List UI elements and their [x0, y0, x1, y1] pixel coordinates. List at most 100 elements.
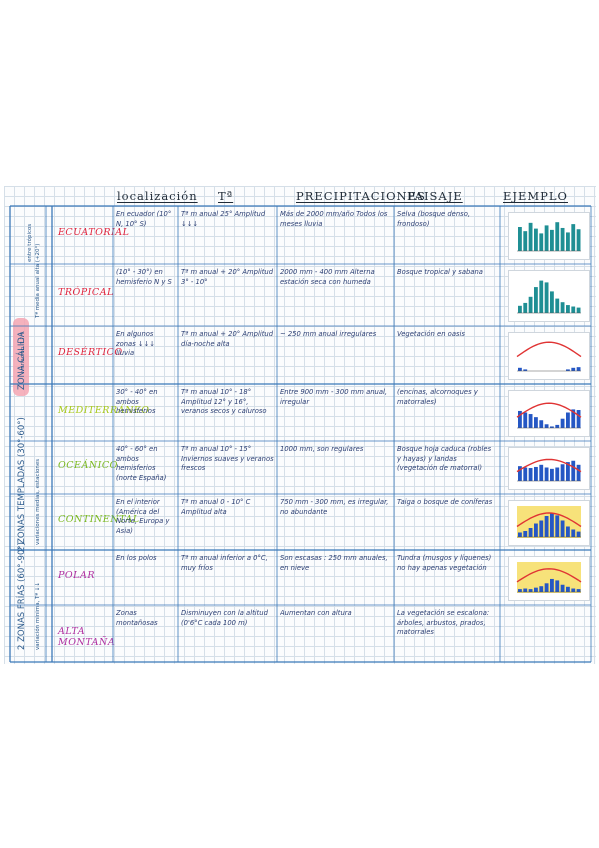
- cell-paisaje: Vegetación en oasis: [397, 330, 465, 338]
- precipitation-bar: [534, 523, 538, 537]
- example-climograph: [508, 556, 590, 601]
- zone-name: POLAR: [58, 569, 96, 581]
- climograph-svg: [517, 280, 581, 314]
- precipitation-bar: [576, 531, 581, 537]
- precipitation-bar: [560, 227, 565, 251]
- cell-paisaje: Taiga o bosque de coníferas: [397, 498, 493, 506]
- precipitation-bar: [539, 233, 544, 251]
- temperature-curve: [516, 568, 582, 583]
- precipitation-bar: [566, 412, 570, 428]
- cell-temperatura: Tª m anual 10° - 18° Amplitud 12° y 16°,…: [181, 388, 267, 415]
- precipitation-bar: [518, 466, 522, 481]
- precipitation-bar: [566, 369, 570, 371]
- precipitation-bar: [566, 586, 570, 592]
- chart-background: [517, 562, 581, 593]
- grid-paper: [4, 186, 596, 664]
- precipitation-bar: [544, 424, 549, 428]
- precipitation-bar: [571, 588, 576, 592]
- cell-temperatura: Tª m anual 0 - 10° C Amplitud alta: [181, 498, 251, 516]
- cell-localizacion: Zonas montañosas: [116, 609, 158, 627]
- precipitation-bar: [571, 306, 576, 313]
- precipitation-bar: [576, 464, 581, 481]
- temperature-curve: [516, 512, 582, 528]
- cell-localizacion: En ecuador (10° N, 10° S): [116, 210, 172, 228]
- precipitation-bar: [534, 587, 538, 592]
- precipitation-bar: [550, 578, 554, 592]
- precipitation-bar: [550, 229, 554, 251]
- example-climograph: [508, 212, 590, 260]
- cell-paisaje: (encinas, alcornoques y matorrales): [397, 388, 478, 406]
- cell-localizacion: 30° - 40° en ambos hemisferios: [116, 388, 158, 415]
- cell-localizacion: En el interior (América del Norte, Europ…: [116, 498, 170, 535]
- precipitation-bar: [566, 232, 570, 251]
- temperature-curve: [516, 341, 582, 358]
- temperature-curve: [516, 458, 582, 473]
- precipitation-bar: [518, 305, 522, 313]
- precipitation-bar: [544, 583, 549, 592]
- cell-paisaje: Tundra (musgos y líquenes) no hay apenas…: [397, 554, 492, 572]
- example-climograph: [508, 500, 590, 546]
- example-climograph: [508, 390, 590, 437]
- cell-temperatura: Tª m anual 10° - 15° Inviernos suaves y …: [181, 445, 274, 472]
- cell-paisaje: La vegetación se escalona: árboles, arbu…: [397, 609, 490, 636]
- precipitation-bar: [528, 296, 533, 313]
- zone-name: OCEÁNICO: [58, 459, 118, 471]
- precipitation-bar: [560, 464, 565, 481]
- zone-name: TRÓPICAL: [58, 287, 114, 298]
- precipitation-bar: [555, 222, 560, 251]
- precipitation-bar: [539, 420, 544, 428]
- precipitation-bar: [534, 466, 538, 481]
- zone-name: ECUATORIAL: [58, 227, 130, 238]
- temperature-curve: [516, 402, 582, 418]
- precipitation-bar: [518, 367, 522, 371]
- precipitation-bar: [518, 410, 522, 428]
- precipitation-bar: [544, 467, 549, 481]
- header-temperatura: Tª: [218, 189, 234, 203]
- cell-precipitaciones: Aumentan con altura: [280, 609, 352, 617]
- cell-precipitaciones: ~ 250 mm anual irregulares: [280, 330, 377, 338]
- precipitation-bar: [560, 418, 565, 428]
- precipitation-bar: [523, 588, 528, 592]
- precipitation-bar: [539, 520, 544, 537]
- precipitation-bar: [534, 228, 538, 251]
- cell-localizacion: En los polos: [116, 554, 157, 562]
- precipitation-bar: [576, 367, 581, 371]
- precipitation-bar: [528, 589, 533, 592]
- precipitation-bar: [544, 516, 549, 537]
- zone-name: DESÉRTICO: [58, 347, 123, 358]
- precipitation-bar: [555, 580, 560, 592]
- precipitation-bar: [555, 467, 560, 481]
- precipitation-bar: [534, 287, 538, 313]
- precipitation-bar: [576, 229, 581, 251]
- precipitation-bar: [523, 531, 528, 537]
- precipitation-bar: [566, 305, 570, 313]
- precipitation-bar: [518, 227, 522, 251]
- precipitation-bar: [523, 302, 528, 313]
- precipitation-bar: [528, 528, 533, 537]
- precipitation-bar: [539, 464, 544, 481]
- precipitation-bar: [518, 589, 522, 592]
- zone-name: MEDITERRÁNEO: [58, 404, 150, 416]
- precipitation-bar: [566, 462, 570, 481]
- climograph-svg: [516, 402, 582, 429]
- cell-localizacion: 40° - 60° en ambos hemisferios (norte Es…: [116, 445, 167, 482]
- cell-paisaje: Selva (bosque denso, frondoso): [397, 210, 471, 228]
- header-paisaje: PAISAJE: [407, 189, 463, 203]
- precipitation-bar: [550, 513, 554, 537]
- climograph-svg: [516, 562, 582, 593]
- cell-precipitaciones: Más de 2000 mm/año Todos los meses lluvi…: [280, 210, 388, 228]
- precipitation-bar: [571, 367, 576, 371]
- precipitation-bar: [560, 584, 565, 592]
- highlight-mark: [13, 318, 29, 396]
- precipitation-bar: [550, 291, 554, 313]
- header-localizacion: localización: [117, 189, 198, 203]
- cell-precipitaciones: 2000 mm - 400 mm Alterna estación seca c…: [280, 268, 375, 286]
- header-ejemplo: EJEMPLO: [503, 189, 568, 203]
- precipitation-bar: [523, 467, 528, 481]
- chart-background: [517, 506, 581, 538]
- climograph-svg: [516, 506, 582, 538]
- precipitation-bar: [576, 589, 581, 592]
- cell-precipitaciones: Entre 900 mm - 300 mm anual, irregular: [280, 388, 388, 406]
